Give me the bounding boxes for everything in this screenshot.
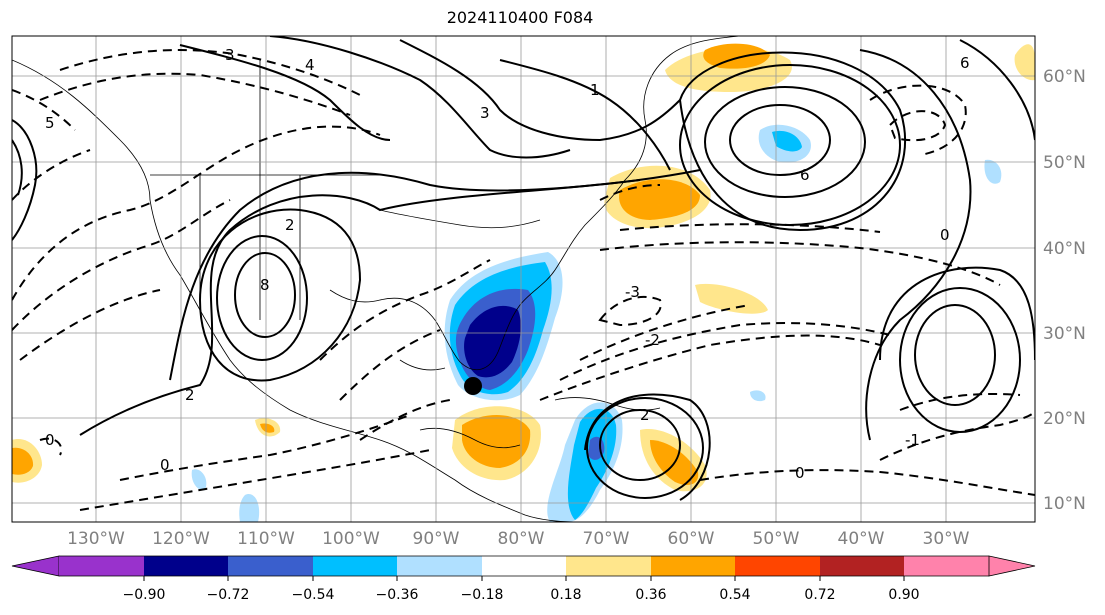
contour-label: -2 xyxy=(645,331,660,349)
graticule xyxy=(12,36,1035,522)
dashed-contours xyxy=(12,49,1035,511)
contour-labels: 4 3 2 1 0 -1 -2 -3 6 8 5 2 0 2 0 6 3 0 xyxy=(45,46,970,482)
colorbar-segment xyxy=(144,556,228,576)
lon-label: 60°W xyxy=(668,529,715,549)
contour-label: -1 xyxy=(905,431,920,449)
contour-label: 0 xyxy=(795,464,805,482)
contour-label: 2 xyxy=(185,386,195,404)
colorbar-segment xyxy=(482,556,566,576)
figure-title: 2024110400 F084 xyxy=(446,8,594,27)
shading-atlantic-cyan xyxy=(772,130,802,152)
lat-label: 40°N xyxy=(1043,239,1086,259)
contour-label: 6 xyxy=(800,166,810,184)
colorbar: −0.90 −0.72 −0.54 −0.36 −0.18 0.18 0.36 … xyxy=(11,555,1036,603)
colorbar-segment xyxy=(735,556,820,576)
lat-label: 10°N xyxy=(1043,494,1086,514)
colorbar-segment xyxy=(566,556,651,576)
colorbar-tick-label: −0.36 xyxy=(376,587,419,603)
colorbar-low-extension xyxy=(11,555,60,577)
colorbar-tick-label: −0.18 xyxy=(461,587,504,603)
longitude-labels: 130°W 120°W 110°W 100°W 90°W 80°W 70°W 6… xyxy=(67,529,970,549)
lon-label: 80°W xyxy=(498,529,545,549)
map-plot-area: 4 3 2 1 0 -1 -2 -3 6 8 5 2 0 2 0 6 3 0 xyxy=(12,36,1035,522)
colorbar-tick-label: 0.90 xyxy=(888,587,919,603)
solid-contours xyxy=(12,36,1035,501)
shading-gulf-navy xyxy=(464,305,521,378)
storm-center-marker xyxy=(464,377,482,395)
colorbar-segment xyxy=(397,556,482,576)
lon-label: 70°W xyxy=(583,529,630,549)
lat-label: 60°N xyxy=(1043,67,1086,87)
colorbar-segment xyxy=(651,556,735,576)
contour-label: -3 xyxy=(625,283,640,301)
shading-mexico-orange xyxy=(462,414,531,468)
colorbar-segment xyxy=(904,556,989,576)
colorbar-high-extension xyxy=(988,555,1036,577)
lon-label: 130°W xyxy=(67,529,125,549)
colorbar-tick-label: 0.72 xyxy=(804,587,835,603)
shading-greenland-orange xyxy=(703,43,770,69)
contour-label: 8 xyxy=(260,276,270,294)
contour-label: 2 xyxy=(285,216,295,234)
shading-caribbean-cyan xyxy=(567,408,617,520)
lon-label: 120°W xyxy=(152,529,210,549)
contour-label: 3 xyxy=(225,46,235,64)
lon-label: 50°W xyxy=(753,529,800,549)
contour-label: 3 xyxy=(480,104,490,122)
lon-label: 100°W xyxy=(322,529,380,549)
colorbar-tick-label: 0.54 xyxy=(719,587,750,603)
colorbar-tick-label: −0.72 xyxy=(207,587,250,603)
colorbar-tick-label: 0.36 xyxy=(635,587,666,603)
map-frame xyxy=(11,35,1036,523)
contour-label: 1 xyxy=(590,81,600,99)
contour-label: 4 xyxy=(305,56,315,74)
contour-label: 0 xyxy=(160,456,170,474)
shading-newfoundland-orange xyxy=(619,179,700,220)
contour-label: 2 xyxy=(640,406,650,424)
contour-label: 6 xyxy=(960,54,970,72)
contour-label: 5 xyxy=(45,114,55,132)
lat-label: 30°N xyxy=(1043,324,1086,344)
contour-label: 0 xyxy=(940,226,950,244)
latitude-labels: 60°N 50°N 40°N 30°N 20°N 10°N xyxy=(1043,67,1086,514)
colorbar-tick-label: 0.18 xyxy=(550,587,581,603)
colorbar-segment xyxy=(313,556,397,576)
contour-label: 0 xyxy=(45,431,55,449)
lon-label: 30°W xyxy=(923,529,970,549)
colorbar-tick-label: −0.54 xyxy=(292,587,335,603)
colorbar-segment xyxy=(820,556,904,576)
colorbar-segment xyxy=(228,556,313,576)
lon-label: 40°W xyxy=(838,529,885,549)
lat-label: 20°N xyxy=(1043,409,1086,429)
lat-label: 50°N xyxy=(1043,153,1086,173)
shaded-fields xyxy=(12,43,1035,522)
colorbar-segment xyxy=(59,556,144,576)
lon-label: 110°W xyxy=(237,529,295,549)
lon-label: 90°W xyxy=(413,529,460,549)
colorbar-tick-label: −0.90 xyxy=(123,587,166,603)
